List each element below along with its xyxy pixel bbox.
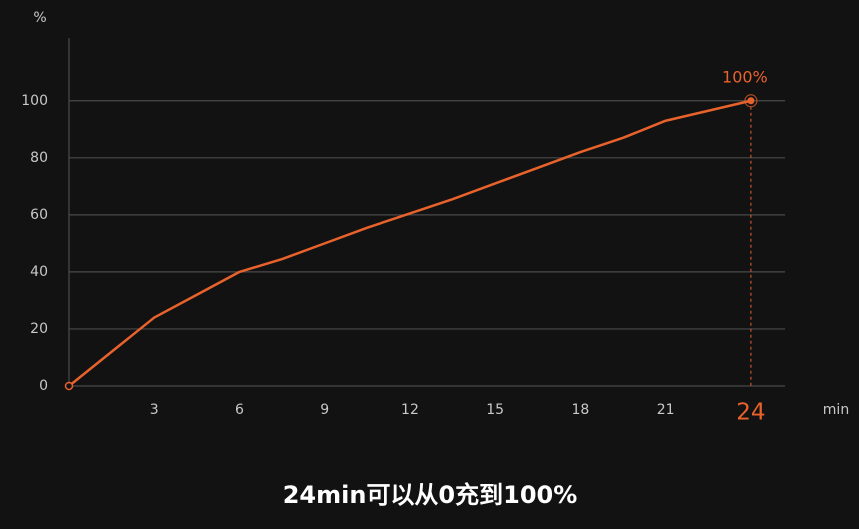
start-marker (64, 381, 74, 391)
x-tick-label: 6 (235, 402, 244, 418)
highlight-ring (744, 94, 758, 108)
x-axis-label: min (823, 402, 849, 418)
y-tick-label: 100 (21, 93, 48, 109)
caption: 24min可以从0充到100% (283, 481, 578, 509)
x-tick-label: 9 (320, 402, 329, 418)
x-tick-label: 21 (657, 402, 675, 418)
x-tick-label: 3 (150, 402, 159, 418)
highlight-x-label: 24 (736, 400, 765, 426)
highlight-label: 100% (722, 67, 768, 86)
y-tick-label: 40 (30, 264, 48, 280)
y-axis-label: % (33, 10, 46, 26)
x-tick-label: 15 (486, 402, 504, 418)
highlight-marker (747, 97, 755, 105)
y-tick-label: 0 (39, 378, 48, 394)
y-tick-label: 80 (30, 150, 48, 166)
x-tick-label: 18 (572, 402, 590, 418)
x-tick-label: 12 (401, 402, 419, 418)
y-tick-label: 20 (30, 321, 48, 337)
line (68, 99, 752, 387)
y-tick-label: 60 (30, 207, 48, 223)
